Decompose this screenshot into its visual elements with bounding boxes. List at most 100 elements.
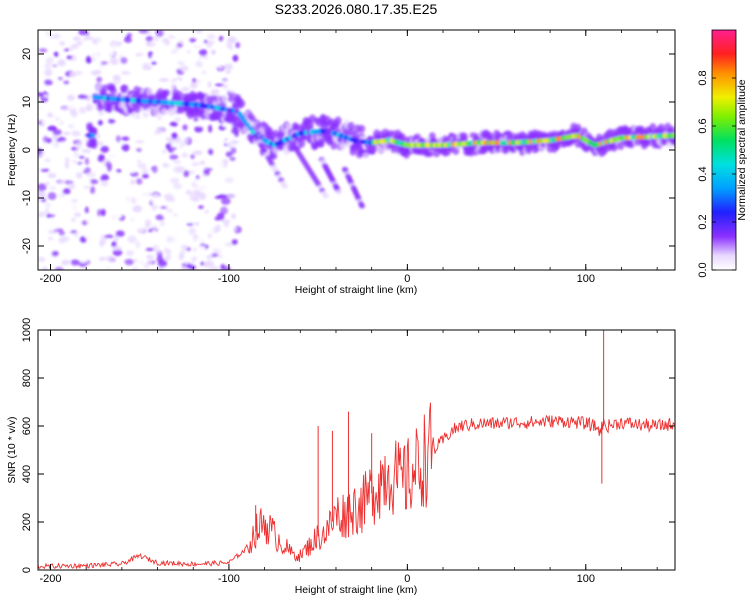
spectrogram-noise	[64, 157, 70, 165]
spectrogram-noise	[188, 38, 197, 43]
spectrogram-noise	[38, 211, 45, 218]
spectrogram-noise	[225, 151, 233, 158]
spectrogram-noise	[63, 80, 70, 85]
spectrogram-noise	[191, 250, 199, 258]
spectrogram-noise	[188, 170, 195, 175]
spectrogram-noise	[66, 55, 73, 60]
spectrogram-noise	[120, 57, 128, 64]
spectrogram-noise	[112, 176, 123, 184]
spectrogram-halo	[161, 107, 169, 116]
spectrogram-halo	[221, 94, 229, 104]
spectrogram-noise	[46, 266, 54, 270]
snr-x-tick-label: 0	[404, 573, 410, 585]
spectrogram-noise	[108, 44, 118, 49]
spectrogram-noise	[173, 213, 178, 217]
spectrogram-halo	[670, 136, 675, 146]
spectrogram-noise	[124, 190, 130, 195]
spectrogram-noise	[195, 236, 204, 244]
snr-y-tick-label: 200	[21, 513, 33, 531]
spectrogram-noise	[95, 40, 104, 45]
spectrogram-noise	[207, 161, 218, 168]
spectrogram-noise	[192, 145, 199, 150]
spectrogram-noise	[162, 178, 171, 185]
spectrogram-noise	[171, 132, 178, 140]
spectrogram-noise	[121, 143, 130, 152]
spectrogram-streak	[281, 183, 288, 189]
spectrogram-noise	[135, 240, 141, 249]
spectrogram-noise	[96, 133, 101, 139]
spectrogram-noise	[137, 163, 147, 169]
spectrogram-noise	[73, 224, 83, 228]
spec-x-tick-label: -200	[39, 273, 61, 285]
spectrogram-noise	[49, 210, 55, 216]
spectrogram-noise	[99, 242, 104, 247]
spectrogram-noise	[136, 228, 145, 234]
spectrogram-noise	[153, 133, 159, 141]
spectrogram-noise	[158, 172, 163, 177]
spectrogram-noise	[62, 188, 71, 195]
spectrogram-noise	[204, 153, 209, 161]
spectrogram-noise	[199, 192, 207, 201]
spectrogram-noise	[235, 42, 241, 49]
spectrogram-noise	[72, 36, 81, 42]
spectrogram-noise	[142, 112, 149, 118]
spectrogram-noise	[225, 49, 234, 55]
spectrogram-noise	[224, 265, 231, 270]
spectrogram-noise	[97, 119, 104, 126]
spectrogram-noise	[129, 171, 139, 177]
spectrogram-noise	[164, 256, 169, 262]
spectrogram-noise	[44, 202, 51, 208]
spectrogram-noise	[44, 62, 52, 69]
spectrogram-noise	[162, 149, 167, 154]
spectrogram-halo	[413, 133, 421, 140]
snr-x-tick-label: 100	[577, 573, 595, 585]
spectrogram-noise	[105, 255, 115, 262]
spectrogram-noise	[118, 30, 127, 39]
spectrogram-noise	[50, 107, 61, 116]
spectrogram-noise	[195, 137, 203, 143]
spectrogram-noise	[151, 229, 157, 236]
spectrogram-noise	[78, 178, 86, 183]
spectrogram-noise	[145, 247, 155, 252]
spectrogram-halo	[163, 89, 171, 97]
spectrogram-noise	[150, 79, 159, 87]
spectrogram-noise	[145, 130, 153, 138]
spectrogram-noise	[206, 40, 213, 48]
spectrogram-noise	[40, 168, 50, 172]
spectrogram-noise	[137, 159, 142, 165]
snr-x-tick-label: -200	[39, 573, 61, 585]
spectrogram-noise	[199, 187, 209, 193]
spectrogram-noise	[130, 152, 138, 156]
spectrogram-noise	[49, 76, 58, 81]
spectrogram-noise	[41, 198, 47, 203]
spectrogram-noise	[78, 201, 84, 208]
spectrogram-noise	[178, 39, 184, 45]
spectrogram-noise	[211, 144, 217, 149]
spectrogram-noise	[116, 150, 124, 155]
spectrogram-ridge	[247, 125, 253, 131]
spectrogram-noise	[192, 150, 203, 156]
spectrogram-noise	[231, 72, 237, 79]
spectrogram-noise	[214, 257, 223, 261]
spectrogram-noise	[199, 160, 206, 165]
spectrogram-noise	[38, 107, 44, 115]
spectrogram-noise	[210, 253, 219, 258]
spectrogram-noise	[77, 40, 83, 46]
spectrogram-noise	[204, 209, 210, 214]
spectrogram-noise	[112, 114, 122, 119]
spectrogram-noise	[201, 173, 207, 177]
spectrogram-noise	[207, 187, 213, 195]
spectrogram-noise	[58, 45, 67, 51]
spectrogram-noise	[104, 234, 114, 239]
spectrogram-noise	[106, 31, 112, 37]
spectrogram-noise	[217, 161, 225, 169]
spectrogram-noise	[130, 217, 135, 222]
spectrogram-noise	[181, 86, 190, 92]
spectrogram-noise	[79, 236, 87, 243]
spectrogram-halo	[362, 152, 370, 159]
spectrogram-noise	[62, 131, 71, 136]
spectrogram-noise	[155, 153, 165, 161]
spectrogram-noise	[77, 99, 87, 104]
